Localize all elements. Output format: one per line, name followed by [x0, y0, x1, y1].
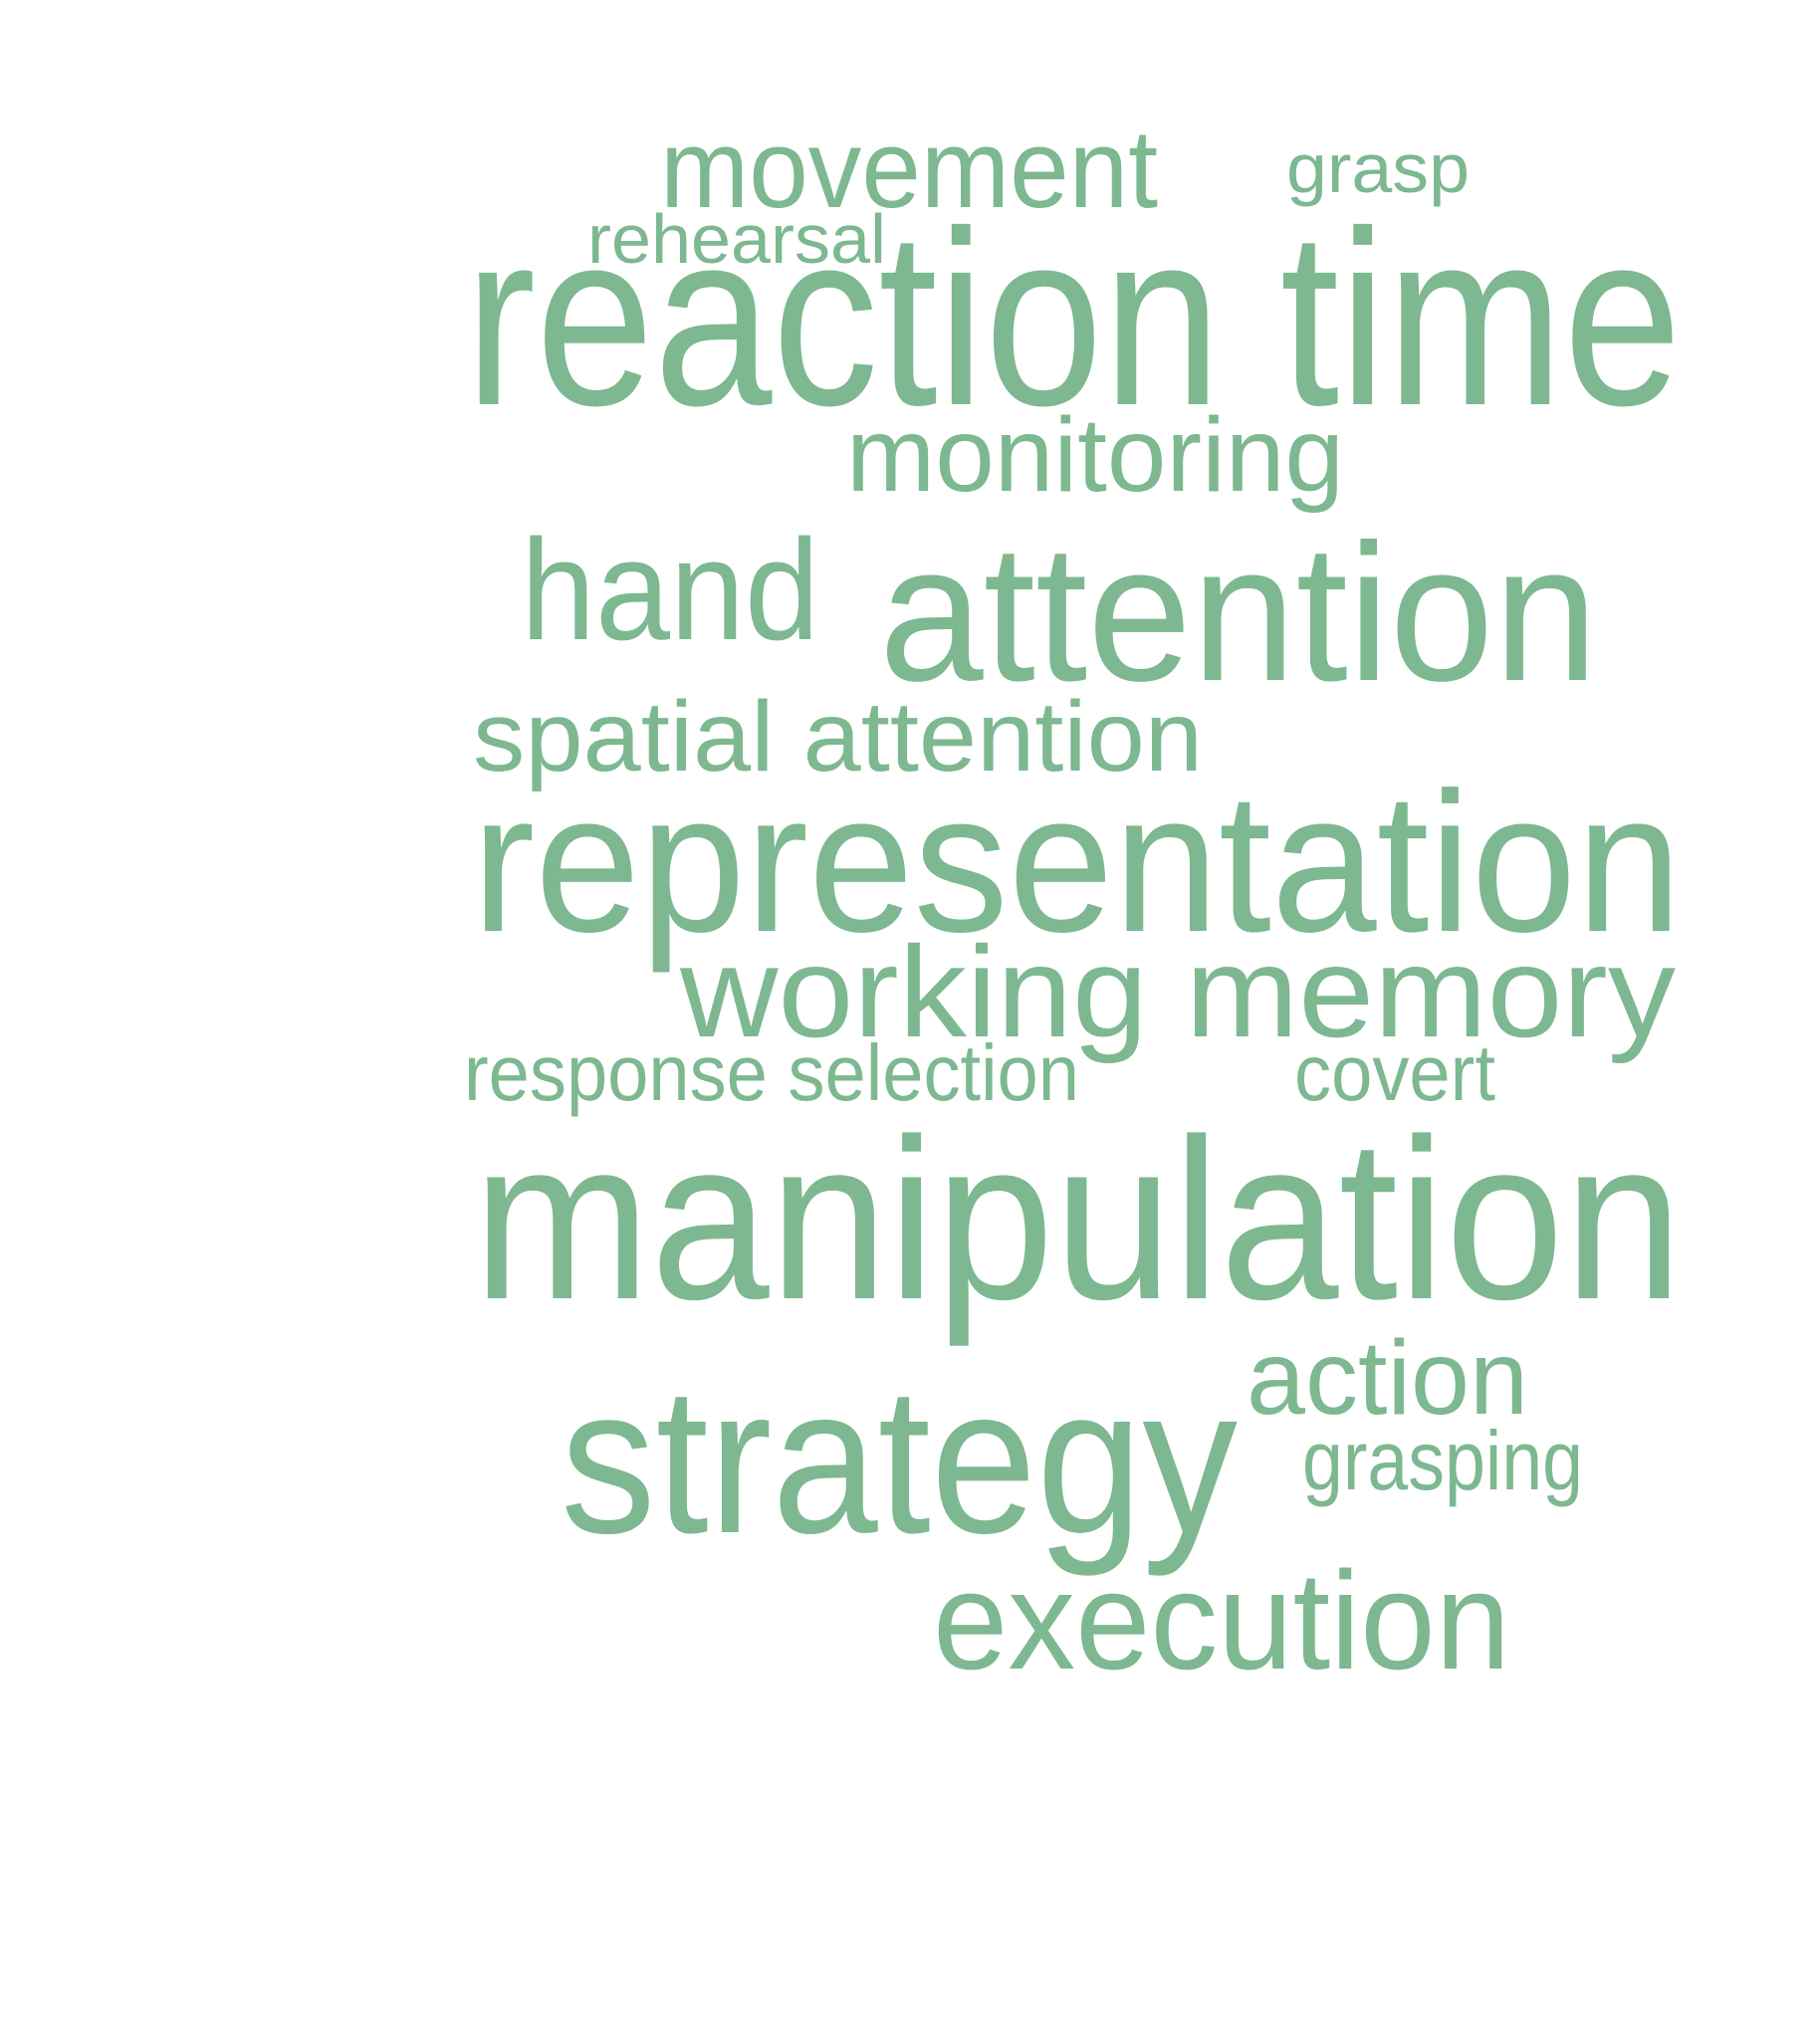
word-rehearsal: rehearsal: [587, 199, 886, 278]
word-execution: execution: [933, 1542, 1510, 1699]
word-grasp: grasp: [1286, 128, 1470, 207]
word-action: action: [1247, 1319, 1528, 1438]
word-working-memory: working memory: [680, 919, 1676, 1065]
word-reaction-time: reaction time: [465, 178, 1682, 457]
word-movement: movement: [660, 106, 1158, 231]
word-manipulation: manipulation: [473, 1090, 1683, 1347]
word-attention: attention: [879, 503, 1598, 722]
word-covert: covert: [1294, 1027, 1495, 1117]
word-hand: hand: [521, 509, 819, 670]
word-spatial-attention: spatial attention: [473, 680, 1203, 792]
word-grasping: grasping: [1302, 1413, 1583, 1507]
word-strategy: strategy: [561, 1342, 1238, 1577]
word-representation: representation: [472, 752, 1682, 974]
word-response-selection: response selection: [464, 1027, 1079, 1117]
word-monitoring: monitoring: [846, 396, 1344, 515]
